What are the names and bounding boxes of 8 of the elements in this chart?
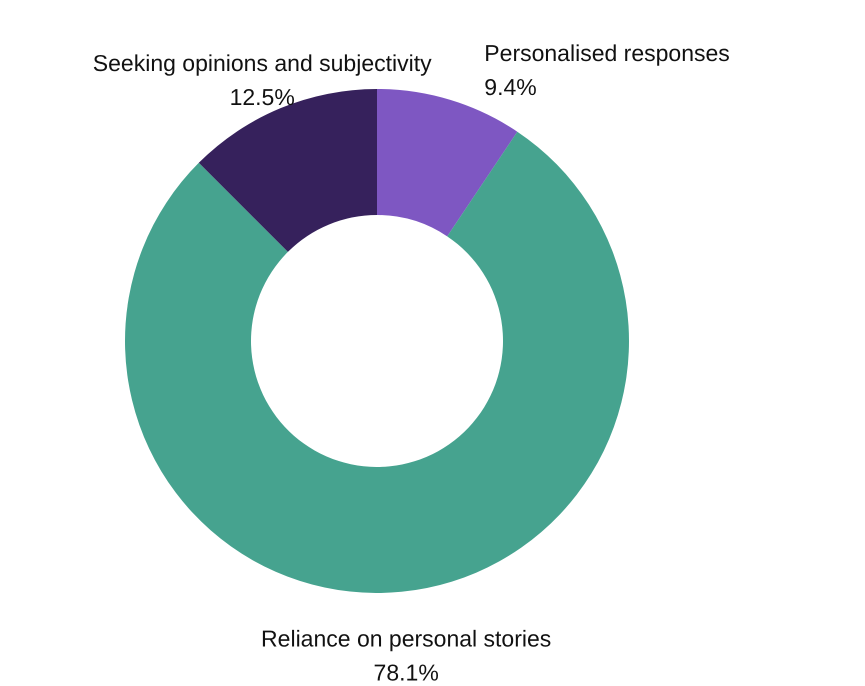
- data-label: 78.1%: [374, 660, 439, 686]
- data-label: 12.5%: [230, 84, 295, 110]
- donut-slice: [125, 132, 629, 593]
- slice-label: Seeking opinions and subjectivity: [92, 50, 432, 76]
- slice-label: Reliance on personal stories: [261, 626, 552, 652]
- slice-label: Personalised responses: [484, 40, 730, 66]
- data-label: 9.4%: [484, 74, 537, 100]
- donut-slice: [198, 89, 377, 252]
